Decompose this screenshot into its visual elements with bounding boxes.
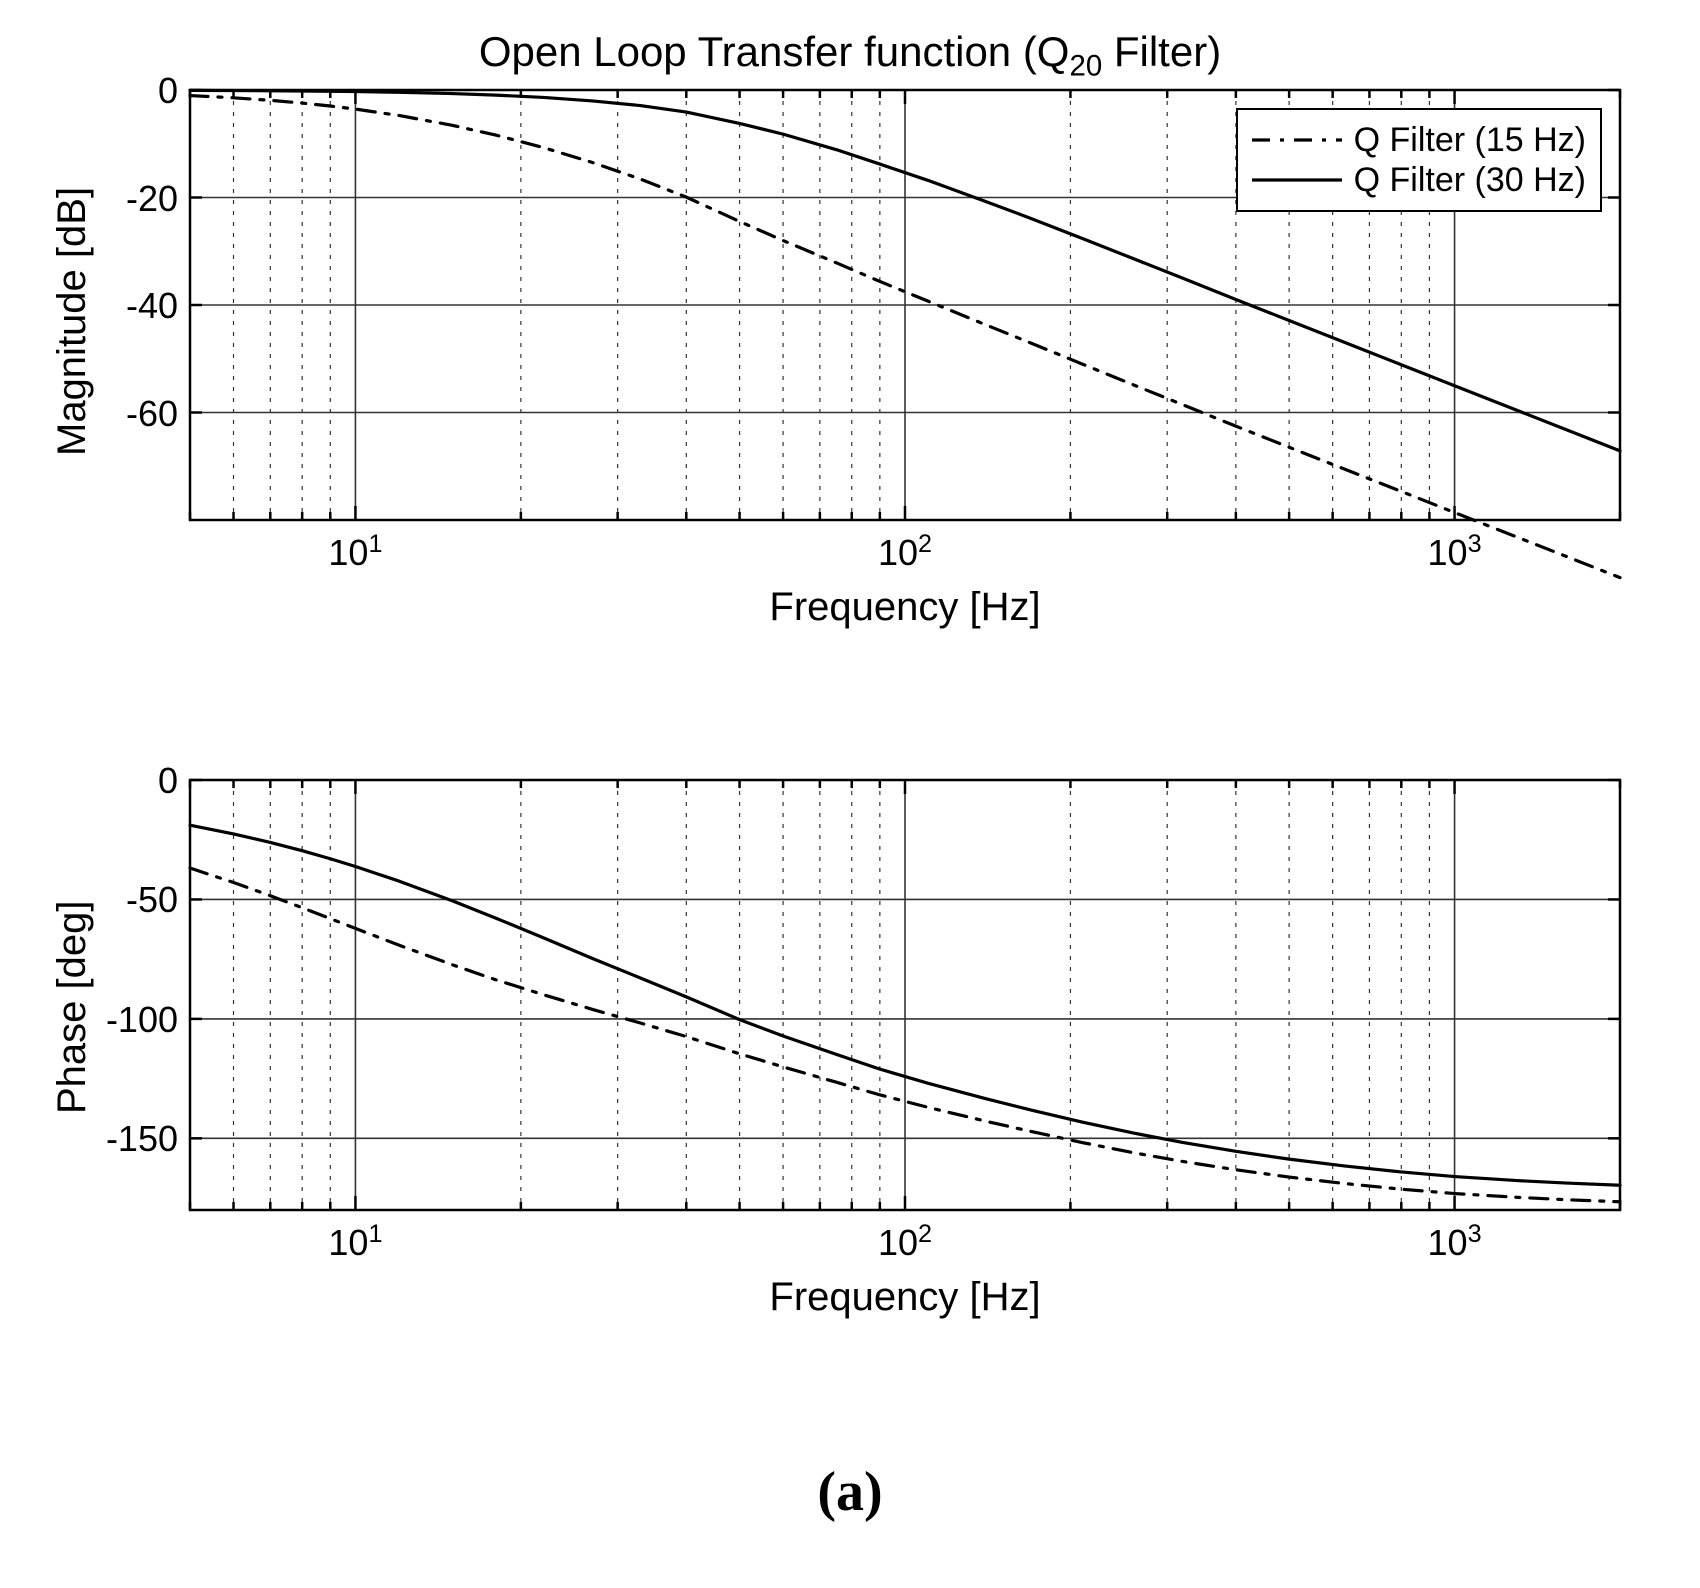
magnitude-xlabel: Frequency [Hz] xyxy=(190,585,1620,630)
x-tick-label: 102 xyxy=(865,1220,945,1264)
y-tick-label: -100 xyxy=(106,999,178,1041)
phase-plot-svg xyxy=(190,780,1620,1210)
phase-xlabel: Frequency [Hz] xyxy=(190,1275,1620,1320)
bode-figure: Open Loop Transfer function (Q20 Filter)… xyxy=(0,0,1700,1588)
legend: Q Filter (15 Hz)Q Filter (30 Hz) xyxy=(1236,108,1602,212)
magnitude-ylabel: Magnitude [dB] xyxy=(50,187,95,456)
figure-title: Open Loop Transfer function (Q20 Filter) xyxy=(0,28,1700,83)
y-tick-label: -150 xyxy=(106,1118,178,1160)
x-tick-label: 103 xyxy=(1415,1220,1495,1264)
y-tick-label: 0 xyxy=(158,70,178,112)
legend-label: Q Filter (15 Hz) xyxy=(1354,121,1586,160)
x-tick-label: 103 xyxy=(1415,530,1495,574)
y-tick-label: -20 xyxy=(126,178,178,220)
legend-item: Q Filter (15 Hz) xyxy=(1252,120,1586,160)
x-tick-label: 101 xyxy=(315,1220,395,1264)
y-tick-label: -40 xyxy=(126,285,178,327)
legend-sample xyxy=(1252,170,1342,190)
phase-plot xyxy=(190,780,1620,1210)
y-tick-label: -60 xyxy=(126,393,178,435)
legend-label: Q Filter (30 Hz) xyxy=(1354,161,1586,200)
phase-ylabel: Phase [deg] xyxy=(50,900,95,1114)
x-tick-label: 102 xyxy=(865,530,945,574)
y-tick-label: 0 xyxy=(158,760,178,802)
subfigure-label: (a) xyxy=(0,1460,1700,1524)
y-tick-label: -50 xyxy=(126,879,178,921)
legend-item: Q Filter (30 Hz) xyxy=(1252,160,1586,200)
legend-sample xyxy=(1252,130,1342,150)
x-tick-label: 101 xyxy=(315,530,395,574)
